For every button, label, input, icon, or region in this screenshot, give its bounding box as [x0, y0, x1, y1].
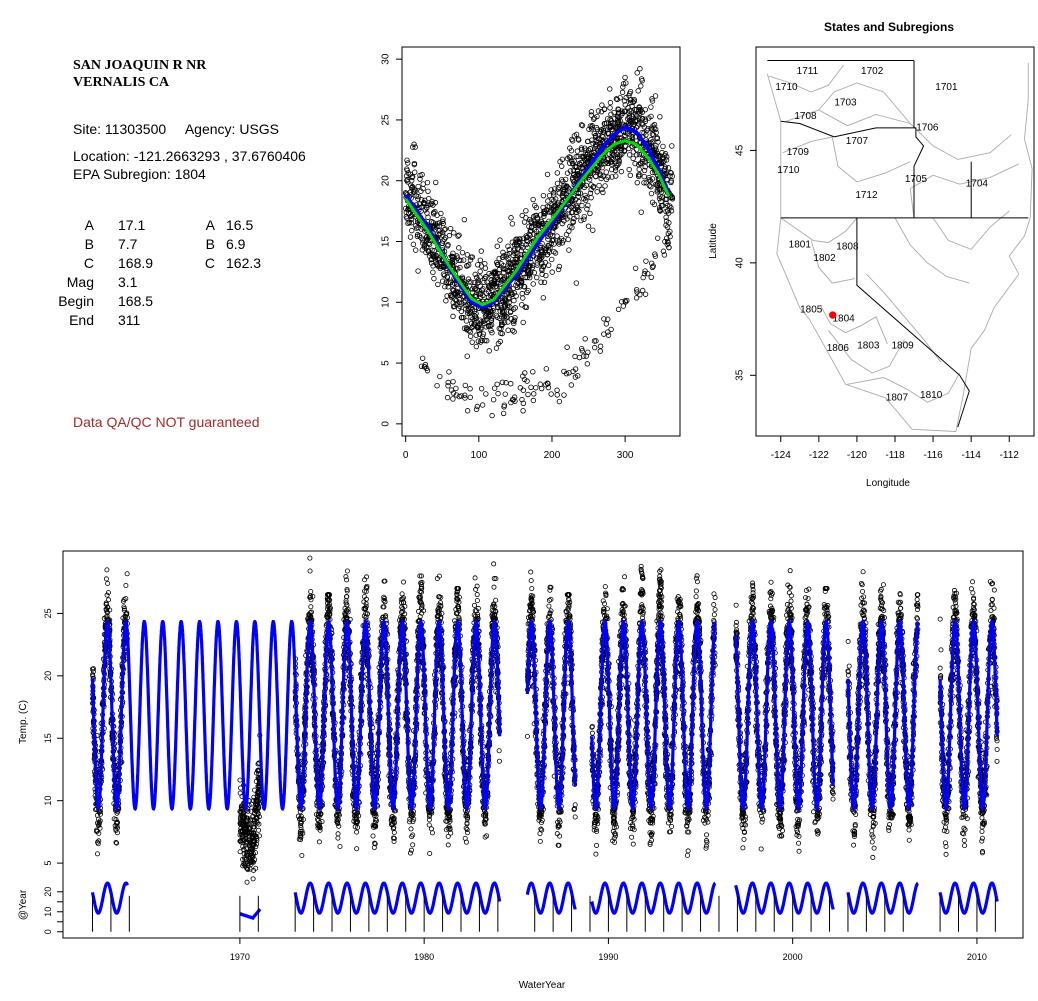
timeseries-point	[408, 826, 414, 832]
param-value: 168.9	[118, 255, 154, 271]
site-value: 11303500	[104, 121, 167, 137]
timeseries-point	[427, 850, 433, 856]
param-label: End	[69, 312, 94, 328]
agency-value: USGS	[239, 121, 280, 137]
timeseries-point	[94, 851, 100, 857]
timeseries-point	[308, 589, 314, 595]
timeseries-point	[103, 576, 109, 582]
timeseries-point	[491, 584, 497, 590]
agency-label: Agency:	[184, 121, 236, 137]
location-value: -121.2663293 , 37.6760406	[133, 148, 306, 164]
location-label: Location:	[73, 148, 130, 164]
timeseries-point	[335, 831, 341, 837]
timeseries-point	[307, 568, 313, 574]
scatter-point	[596, 182, 602, 189]
timeseries-point	[104, 567, 110, 573]
scatter-point	[599, 186, 605, 193]
timeseries-point	[105, 597, 111, 603]
param-value-2: 162.3	[226, 255, 262, 271]
scatter-point	[588, 109, 595, 115]
epa-label: EPA Subregion:	[73, 166, 171, 182]
site-line: Site: 11303500 Agency: USGS	[73, 120, 279, 138]
scatter-point	[412, 144, 418, 150]
epa-line: EPA Subregion: 1804	[73, 165, 206, 183]
timeseries-point	[307, 555, 313, 561]
param-label: Begin	[58, 293, 94, 309]
scatter-point	[442, 226, 449, 232]
timeseries-point	[237, 777, 243, 783]
timeseries-point	[474, 592, 480, 598]
scatter-point	[415, 268, 421, 274]
site-label: Site:	[73, 121, 102, 137]
param-value: 17.1	[118, 217, 146, 233]
param-label: B	[84, 236, 94, 252]
scatter-point	[472, 285, 479, 292]
location-line: Location: -121.2663293 , 37.6760406	[73, 147, 306, 165]
timeseries-point	[472, 575, 478, 581]
timeseries-point	[244, 879, 250, 885]
timeseries-point	[401, 579, 407, 585]
timeseries-point	[105, 580, 111, 586]
param-value-2: 16.5	[226, 217, 254, 233]
param-label: A	[84, 217, 94, 233]
param-label-2: A	[205, 217, 215, 233]
timeseries-point	[123, 582, 129, 588]
scatter-point	[641, 180, 647, 186]
timeseries-point	[491, 561, 497, 567]
timeseries-point	[407, 850, 413, 856]
param-value: 3.1	[118, 274, 138, 290]
timeseries-point	[496, 748, 502, 754]
param-value-2: 6.9	[226, 236, 246, 252]
timeseries-point	[474, 598, 480, 604]
station-name-line1: SAN JOAQUIN R NR	[73, 58, 207, 73]
timeseries-point	[256, 827, 262, 833]
param-label-2: C	[204, 255, 215, 271]
station-name: SAN JOAQUIN R NR VERNALIS CA	[73, 57, 206, 91]
timeseries-point	[370, 833, 376, 839]
param-label: C	[83, 255, 94, 271]
param-value: 311	[118, 312, 141, 328]
timeseries-point	[445, 842, 451, 848]
epa-value: 1804	[174, 166, 206, 182]
timeseries-point	[124, 571, 130, 577]
station-name-line2: VERNALIS CA	[73, 75, 170, 90]
timeseries-point	[337, 844, 343, 850]
param-value: 7.7	[118, 236, 138, 252]
parameter-table: A 17.1 A 16.5 B 7.7 B 6.9 C 168.9 C 162.…	[50, 216, 270, 336]
scatter-point	[477, 257, 484, 263]
qa-note: Data QA/QC NOT guaranteed	[73, 414, 260, 430]
param-value: 168.5	[118, 293, 154, 309]
timeseries-point	[308, 604, 314, 610]
timeseries-point	[250, 876, 256, 882]
timeseries-point	[496, 758, 502, 764]
timeseries-point	[354, 829, 360, 835]
scatter-point	[460, 294, 466, 300]
timeseries-point	[335, 835, 341, 841]
param-label-2: B	[205, 236, 215, 252]
timeseries-point	[316, 839, 322, 845]
param-label: Mag	[66, 274, 94, 290]
scatter-point	[474, 274, 480, 281]
